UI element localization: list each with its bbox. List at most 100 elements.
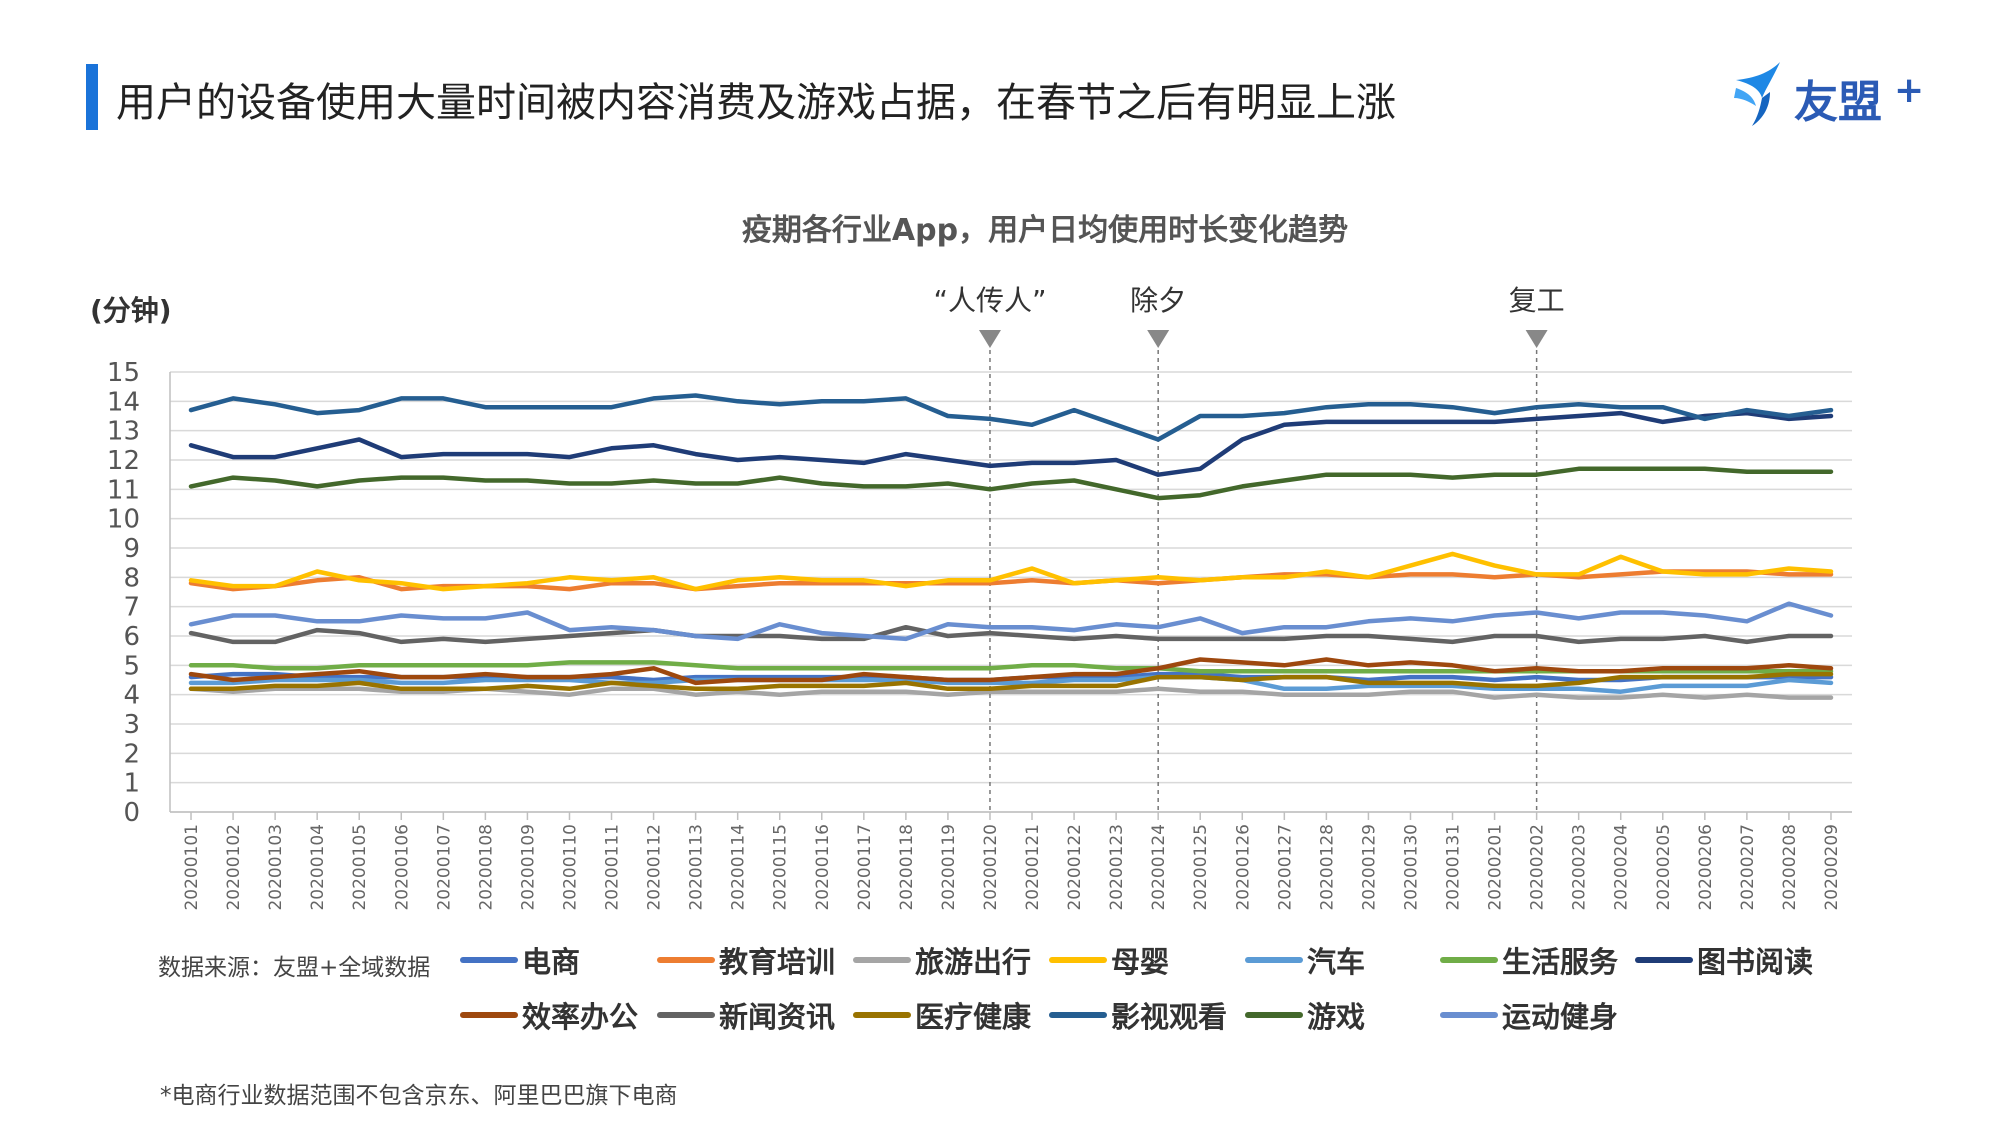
- annotation-label: “人传人”: [933, 284, 1046, 317]
- x-tick-label: 20200111: [603, 824, 623, 911]
- x-tick-label: 20200129: [1359, 824, 1379, 911]
- y-tick-label: 15: [107, 358, 140, 388]
- y-tick-label: 9: [123, 534, 140, 564]
- legend-swatch: [1245, 1012, 1303, 1018]
- x-tick-label: 20200204: [1612, 824, 1632, 911]
- legend-label: 生活服务: [1502, 945, 1619, 979]
- legend-swatch: [1440, 957, 1498, 963]
- umeng-logo: 友盟 +: [1730, 58, 1980, 130]
- legend-item: 旅游出行: [853, 940, 1031, 980]
- x-tick-label: 20200206: [1696, 824, 1716, 911]
- x-tick-label: 20200130: [1401, 824, 1421, 911]
- x-tick-label: 20200121: [1023, 824, 1043, 911]
- legend-swatch: [460, 957, 518, 963]
- legend-item: 运动健身: [1440, 995, 1618, 1035]
- x-tick-label: 20200209: [1822, 824, 1842, 911]
- y-tick-label: 4: [123, 681, 140, 711]
- x-tick-label: 20200108: [476, 824, 496, 911]
- x-tick-label: 20200114: [729, 824, 749, 911]
- x-tick-label: 20200208: [1780, 824, 1800, 911]
- legend-item: 游戏: [1245, 995, 1365, 1035]
- legend-item: 图书阅读: [1635, 940, 1813, 980]
- x-tick-label: 20200105: [350, 824, 370, 911]
- legend-item: 医疗健康: [853, 995, 1031, 1035]
- legend-label: 效率办公: [522, 1000, 639, 1034]
- chart-legend: 数据来源：友盟+全域数据 电商 教育培训 旅游出行 母婴 汽车 生活服务 图书阅读 效率办公 新…: [158, 940, 1978, 1060]
- x-tick-label: 20200125: [1191, 824, 1211, 911]
- legend-label: 教育培训: [719, 945, 836, 979]
- annotation-label: 复工: [1509, 284, 1565, 317]
- series-line-医疗健康: [188, 671, 1834, 692]
- series-line-运动健身: [188, 601, 1834, 642]
- series-line-图书阅读: [188, 410, 1834, 477]
- legend-label: 图书阅读: [1697, 945, 1814, 979]
- y-tick-label: 8: [123, 563, 140, 593]
- logo-text: 友盟: [1794, 77, 1882, 128]
- series-line-效率办公: [188, 657, 1834, 686]
- legend-label: 汽车: [1307, 945, 1366, 979]
- x-tick-label: 20200117: [855, 824, 875, 911]
- title-accent-bar: [86, 64, 98, 130]
- legend-item: 电商: [460, 940, 580, 980]
- bird-logo-icon: [1734, 62, 1780, 126]
- legend-swatch: [460, 1012, 518, 1018]
- y-tick-label: 12: [107, 446, 140, 476]
- y-tick-label: 7: [123, 593, 140, 623]
- x-tick-label: 20200126: [1233, 824, 1253, 911]
- legend-item: 新闻资讯: [657, 995, 835, 1035]
- legend-swatch: [1245, 957, 1303, 963]
- legend-label: 运动健身: [1502, 1000, 1619, 1034]
- x-tick-label: 20200131: [1444, 824, 1464, 911]
- legend-item: 生活服务: [1440, 940, 1618, 980]
- legend-label: 医疗健康: [915, 1000, 1032, 1034]
- x-tick-label: 20200207: [1738, 824, 1758, 911]
- x-tick-label: 20200116: [813, 824, 833, 911]
- legend-swatch: [1635, 957, 1693, 963]
- x-tick-label: 20200203: [1570, 824, 1590, 911]
- legend-label: 新闻资讯: [719, 1000, 836, 1034]
- x-tick-label: 20200112: [645, 824, 665, 911]
- x-tick-label: 20200109: [518, 824, 538, 911]
- logo-plus: +: [1894, 70, 1925, 111]
- legend-item: 母婴: [1049, 940, 1169, 980]
- y-tick-label: 5: [123, 651, 140, 681]
- x-tick-label: 20200113: [687, 824, 707, 911]
- chart-title: 疫期各行业App，用户日均使用时长变化趋势: [742, 213, 1348, 248]
- annotation-marker-icon: [1525, 330, 1548, 348]
- y-tick-label: 6: [123, 622, 140, 652]
- legend-swatch: [1049, 1012, 1107, 1018]
- y-tick-label: 3: [123, 710, 140, 740]
- x-tick-label: 20200102: [224, 824, 244, 911]
- y-tick-label: 14: [107, 387, 140, 417]
- legend-item: 汽车: [1245, 940, 1365, 980]
- x-tick-label: 20200120: [981, 824, 1001, 911]
- x-tick-label: 20200128: [1317, 824, 1337, 911]
- annotation-label: 除夕: [1130, 284, 1186, 317]
- x-tick-label: 20200107: [434, 824, 454, 911]
- x-tick-label: 20200124: [1149, 824, 1169, 911]
- series-line-影视观看: [188, 393, 1834, 442]
- x-tick-label: 20200104: [308, 824, 328, 911]
- x-tick-label: 20200119: [939, 824, 959, 911]
- legend-label: 电商: [522, 945, 581, 979]
- series-line-游戏: [188, 466, 1834, 501]
- y-tick-label: 13: [107, 417, 140, 447]
- legend-item: 效率办公: [460, 995, 638, 1035]
- x-tick-label: 20200118: [897, 824, 917, 911]
- x-tick-label: 20200205: [1654, 824, 1674, 911]
- legend-swatch: [657, 957, 715, 963]
- legend-label: 母婴: [1111, 945, 1170, 979]
- legend-swatch: [1440, 1012, 1498, 1018]
- footnote: *电商行业数据范围不包含京东、阿里巴巴旗下电商: [160, 1083, 678, 1109]
- series-line-新闻资讯: [188, 624, 1834, 645]
- x-tick-label: 20200202: [1528, 824, 1548, 911]
- legend-label: 影视观看: [1111, 1000, 1228, 1034]
- series-line-母婴: [188, 551, 1834, 592]
- legend-label: 游戏: [1307, 1000, 1366, 1034]
- x-tick-label: 20200103: [266, 824, 286, 911]
- x-tick-label: 20200110: [560, 824, 580, 911]
- x-tick-label: 20200115: [771, 824, 791, 911]
- y-axis-label: (分钟): [90, 294, 172, 327]
- y-tick-label: 0: [123, 798, 140, 828]
- legend-swatch: [853, 1012, 911, 1018]
